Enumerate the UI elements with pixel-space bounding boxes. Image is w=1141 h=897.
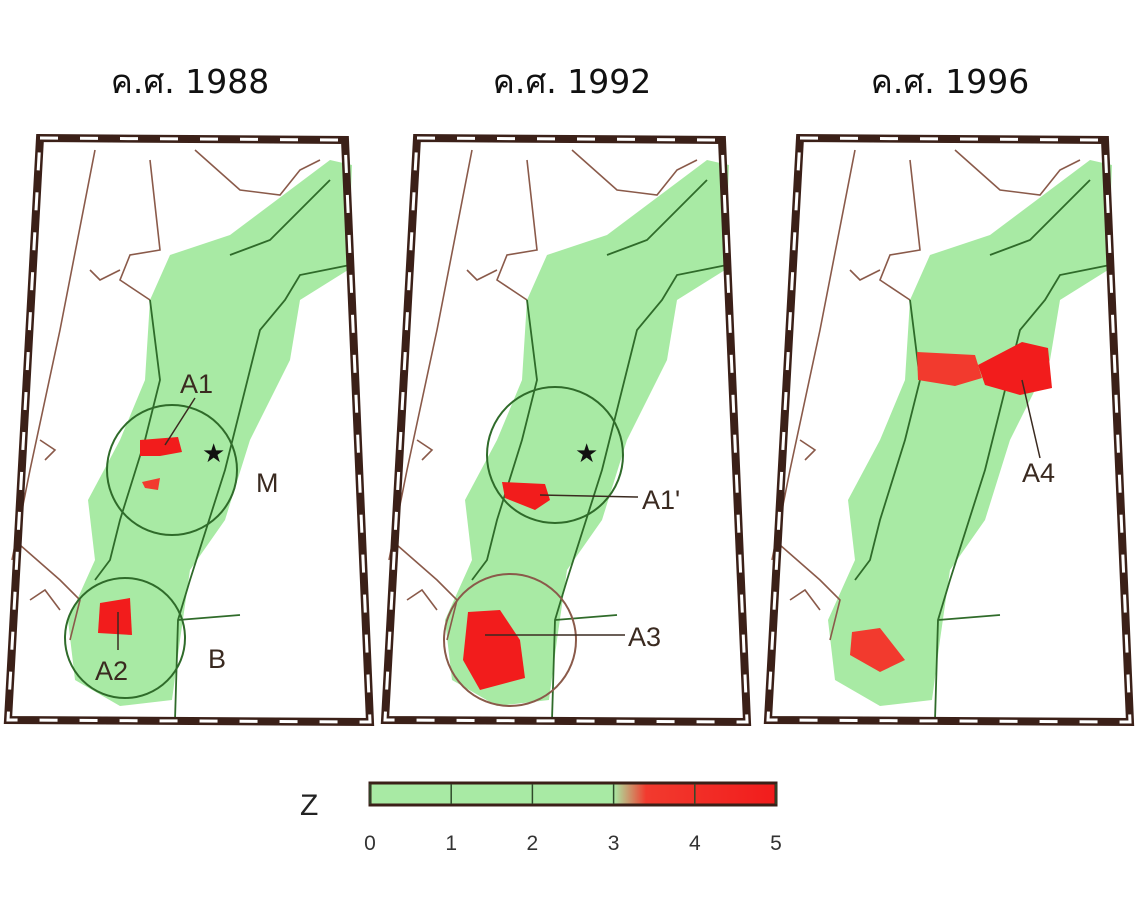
panel-title: ค.ศ. 1988	[111, 62, 269, 101]
label: M	[256, 468, 279, 498]
label: A1	[180, 369, 213, 399]
label: A1'	[642, 485, 680, 515]
panel-1992: ★ A1' A3 ค.ศ. 1992	[385, 62, 747, 722]
colorbar-tick-label: 4	[689, 832, 701, 855]
colorbar-tick-label: 0	[364, 832, 376, 855]
colorbar: Z 0 1 2 3 4 5	[300, 781, 782, 855]
panel-1988: ★ A1 M A2 B ค.ศ. 1988	[8, 62, 370, 722]
label: A3	[628, 622, 661, 652]
panel-1996: A4 ค.ศ. 1996	[768, 62, 1130, 722]
panel-title: ค.ศ. 1996	[871, 62, 1029, 101]
colorbar-fill	[368, 781, 778, 807]
label: B	[208, 644, 226, 674]
panel-title: ค.ศ. 1992	[493, 62, 651, 101]
label: A4	[1022, 458, 1055, 488]
star: ★	[202, 439, 225, 469]
colorbar-tick-label: 1	[445, 832, 457, 855]
star: ★	[575, 439, 598, 469]
colorbar-label: Z	[300, 789, 318, 822]
colorbar-tick-label: 2	[527, 832, 539, 855]
colorbar-tick-label: 3	[608, 832, 620, 855]
colorbar-tick-label: 5	[770, 832, 782, 855]
label: A2	[95, 656, 128, 686]
